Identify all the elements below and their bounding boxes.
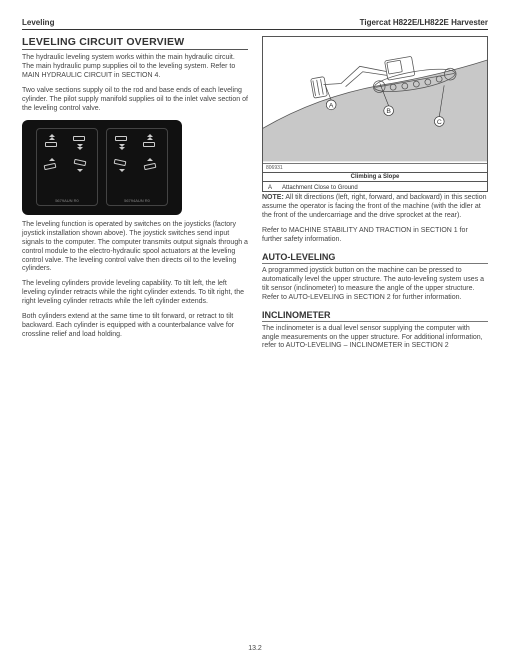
body-paragraph: Refer to MACHINE STABILITY AND TRACTION … (262, 227, 488, 245)
legend-val: Attachment Close to Ground (279, 184, 485, 191)
body-paragraph: Both cylinders extend at the same time t… (22, 313, 248, 340)
slope-figure: A B C 806931 Climbing a Slope AAttachmen… (262, 36, 488, 192)
joystick-left-panel: 5679AUN R0 (36, 128, 98, 206)
body-paragraph: The leveling cylinders provide leveling … (22, 280, 248, 307)
body-paragraph: A programmed joystick button on the mach… (262, 267, 488, 303)
body-paragraph: The inclinometer is a dual level sensor … (262, 325, 488, 352)
callout-c: C (437, 119, 442, 126)
note-paragraph: NOTE: All tilt directions (left, right, … (262, 194, 488, 221)
body-paragraph: The leveling function is operated by swi… (22, 221, 248, 275)
left-column: LEVELING CIRCUIT OVERVIEW The hydraulic … (22, 36, 248, 357)
callout-b: B (386, 108, 391, 115)
page-number: 13.2 (0, 645, 510, 652)
section-heading-inclinometer: INCLINOMETER (262, 310, 488, 322)
header-product-name: Tigercat H822E/LH822E Harvester (360, 18, 488, 27)
callout-a: A (329, 102, 334, 109)
page-header: Leveling Tigercat H822E/LH822E Harvester (22, 18, 488, 30)
panel-label: 56794AUN R0 (107, 198, 167, 203)
joystick-diagram: 5679AUN R0 56794AUN R0 (22, 120, 182, 215)
panel-label: 5679AUN R0 (37, 198, 97, 203)
legend-title: Climbing a Slope (263, 172, 487, 182)
section-heading-auto-leveling: AUTO-LEVELING (262, 252, 488, 264)
header-section-name: Leveling (22, 18, 54, 27)
right-column: A B C 806931 Climbing a Slope AAttachmen… (262, 36, 488, 357)
body-paragraph: The hydraulic leveling system works with… (22, 54, 248, 81)
content-columns: LEVELING CIRCUIT OVERVIEW The hydraulic … (22, 36, 488, 357)
note-body: All tilt directions (left, right, forwar… (262, 194, 486, 219)
body-paragraph: Two valve sections supply oil to the rod… (22, 87, 248, 114)
legend-row: AAttachment Close to Ground (265, 184, 485, 191)
legend-table: AAttachment Close to Ground BBoom to Fro… (263, 182, 487, 192)
note-lead: NOTE: (262, 194, 284, 201)
figure-id: 806931 (263, 163, 487, 172)
legend-key: A (265, 184, 277, 191)
joystick-right-panel: 56794AUN R0 (106, 128, 168, 206)
harvester-illustration: A B C (263, 37, 487, 163)
page-title: LEVELING CIRCUIT OVERVIEW (22, 36, 248, 50)
